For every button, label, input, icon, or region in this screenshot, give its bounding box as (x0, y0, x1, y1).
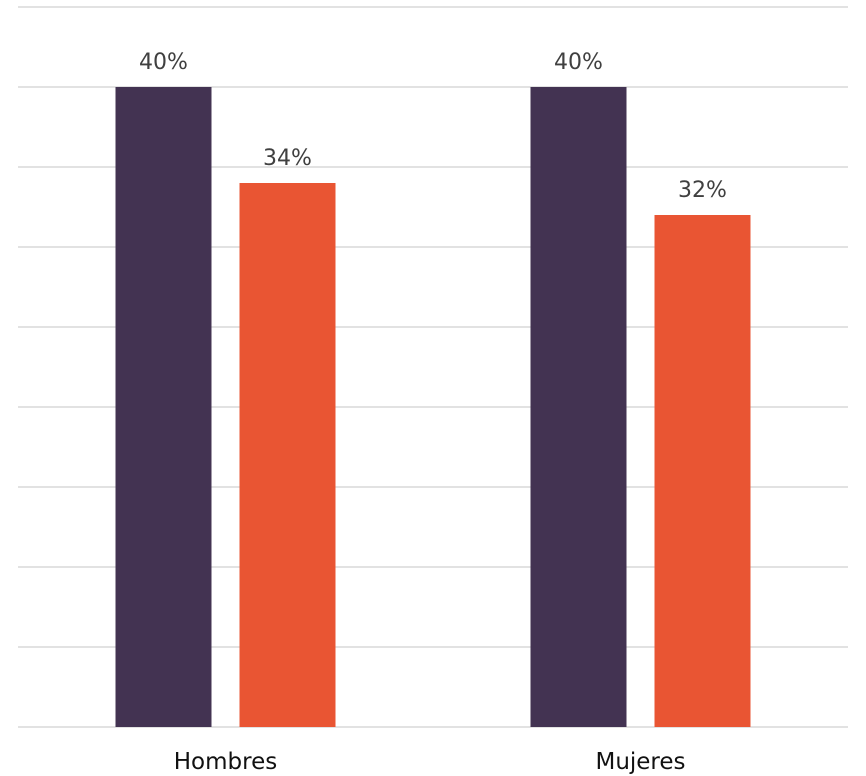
bar-mujeres-1 (530, 87, 627, 727)
data-label-mujeres-1: 40% (554, 50, 603, 75)
category-label-mujeres: Mujeres (595, 749, 685, 775)
data-label-mujeres-2: 32% (678, 178, 727, 203)
bar-hombres-2 (239, 183, 336, 727)
category-label-hombres: Hombres (174, 749, 277, 775)
bar-mujeres-2 (654, 215, 751, 727)
bars (115, 87, 751, 727)
category-labels: Hombres Mujeres (174, 749, 686, 775)
data-label-hombres-1: 40% (139, 50, 188, 75)
data-labels: 40% 34% 40% 32% (139, 50, 727, 203)
bar-hombres-1 (115, 87, 212, 727)
data-label-hombres-2: 34% (263, 146, 312, 171)
